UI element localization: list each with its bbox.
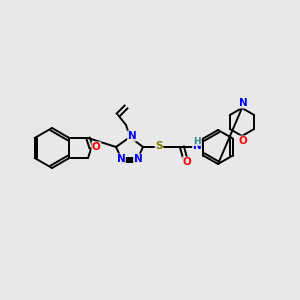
Text: H: H <box>193 136 201 146</box>
Text: O: O <box>238 136 247 146</box>
Text: N: N <box>128 131 136 141</box>
Text: O: O <box>92 142 101 152</box>
Text: N: N <box>134 154 142 164</box>
Text: N: N <box>117 154 125 164</box>
Text: O: O <box>183 157 191 167</box>
Text: S: S <box>155 141 163 151</box>
Text: N: N <box>193 141 201 151</box>
Text: N: N <box>238 98 247 108</box>
